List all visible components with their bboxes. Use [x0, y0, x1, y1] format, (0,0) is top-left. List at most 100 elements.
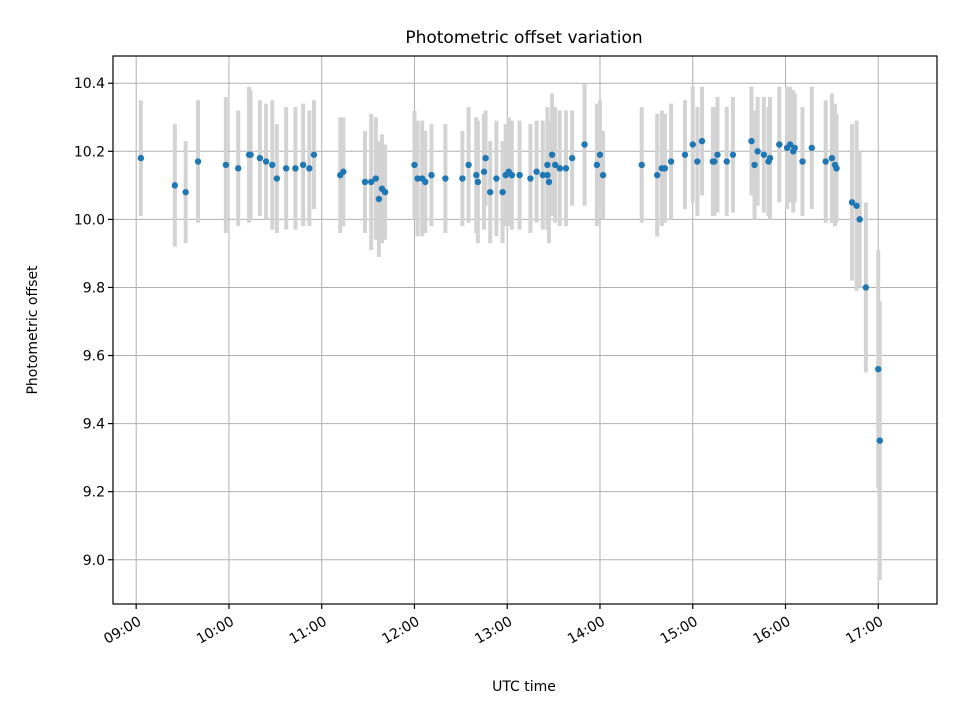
data-point	[459, 175, 466, 182]
data-point	[545, 178, 553, 186]
data-point	[282, 165, 290, 172]
data-point	[487, 188, 494, 196]
data-point	[551, 161, 559, 169]
data-point	[751, 161, 758, 169]
data-point	[442, 175, 449, 182]
data-point	[361, 178, 369, 186]
y-axis-ticks: 9.0 9.2 9.4 9.6 9.8 10.0 10.2 10.4	[74, 76, 113, 569]
data-point	[474, 178, 482, 186]
data-point	[828, 154, 836, 162]
data-point	[428, 171, 435, 179]
data-point	[137, 154, 145, 162]
data-point	[856, 216, 863, 223]
data-point	[799, 158, 806, 165]
chart-title: Photometric offset variation	[405, 28, 642, 48]
y-tick-label: 10.4	[74, 76, 105, 92]
data-point	[527, 175, 534, 182]
data-point	[499, 188, 506, 196]
data-point	[247, 151, 254, 158]
y-tick-label: 9.4	[83, 417, 105, 433]
data-point	[848, 199, 856, 206]
data-point	[653, 171, 661, 179]
data-point	[766, 154, 774, 162]
data-point	[480, 168, 488, 175]
data-point	[862, 284, 870, 291]
y-tick-label: 9.8	[83, 280, 105, 296]
y-tick-label: 9.6	[83, 349, 105, 365]
data-point	[786, 141, 794, 148]
data-point	[194, 158, 202, 165]
data-point	[306, 165, 313, 172]
data-point	[539, 171, 546, 179]
data-point	[508, 171, 516, 179]
data-point	[875, 365, 882, 373]
data-point	[599, 171, 607, 179]
data-point	[853, 202, 860, 209]
data-point	[516, 171, 523, 179]
data-point	[411, 161, 418, 169]
data-point	[748, 137, 755, 145]
data-point	[581, 141, 588, 148]
plot-frame	[112, 55, 938, 605]
data-point	[714, 151, 721, 158]
data-point	[269, 161, 276, 169]
data-points	[137, 137, 883, 444]
y-tick-label: 10.2	[74, 144, 105, 160]
data-point	[760, 151, 768, 158]
data-point	[375, 195, 383, 203]
x-axis-label: UTC time	[492, 679, 556, 695]
data-point	[833, 165, 840, 172]
data-point	[292, 165, 299, 172]
data-point	[698, 137, 706, 145]
data-point	[414, 175, 421, 182]
data-point	[473, 171, 480, 179]
data-point	[544, 171, 551, 179]
data-point	[367, 178, 375, 186]
y-axis-label: Photometric offset	[25, 265, 41, 395]
data-point	[729, 151, 737, 158]
data-point	[776, 141, 783, 148]
data-point	[694, 158, 701, 165]
data-point	[482, 154, 489, 162]
data-point	[171, 182, 179, 189]
data-point	[689, 141, 696, 148]
data-point	[182, 188, 189, 196]
data-point	[299, 161, 307, 169]
data-point	[222, 161, 230, 169]
data-point	[562, 165, 570, 172]
data-point	[548, 151, 556, 158]
data-point	[256, 154, 264, 162]
data-point	[822, 158, 829, 165]
y-tick-label: 10.0	[74, 212, 105, 228]
data-point	[422, 178, 429, 186]
data-point	[661, 165, 669, 172]
data-point	[533, 168, 540, 175]
data-point	[544, 161, 551, 169]
y-tick-label: 9.0	[83, 553, 105, 569]
data-point	[667, 158, 675, 165]
data-point	[593, 161, 601, 169]
data-point	[596, 151, 604, 158]
data-point	[638, 161, 645, 169]
data-point	[808, 144, 815, 152]
data-point	[876, 437, 883, 444]
data-point	[556, 165, 563, 172]
data-point	[568, 154, 576, 162]
data-point	[235, 165, 242, 172]
data-point	[340, 168, 347, 175]
data-point	[372, 175, 380, 182]
data-point	[681, 151, 689, 158]
data-point	[381, 188, 389, 196]
data-point	[791, 144, 798, 152]
data-point	[723, 158, 730, 165]
data-point	[493, 175, 500, 182]
data-point	[465, 161, 472, 169]
y-tick-label: 9.2	[83, 485, 105, 501]
data-point	[273, 175, 281, 182]
data-point	[754, 148, 761, 155]
data-point	[262, 158, 270, 165]
data-point	[711, 158, 718, 165]
data-point	[310, 151, 318, 158]
